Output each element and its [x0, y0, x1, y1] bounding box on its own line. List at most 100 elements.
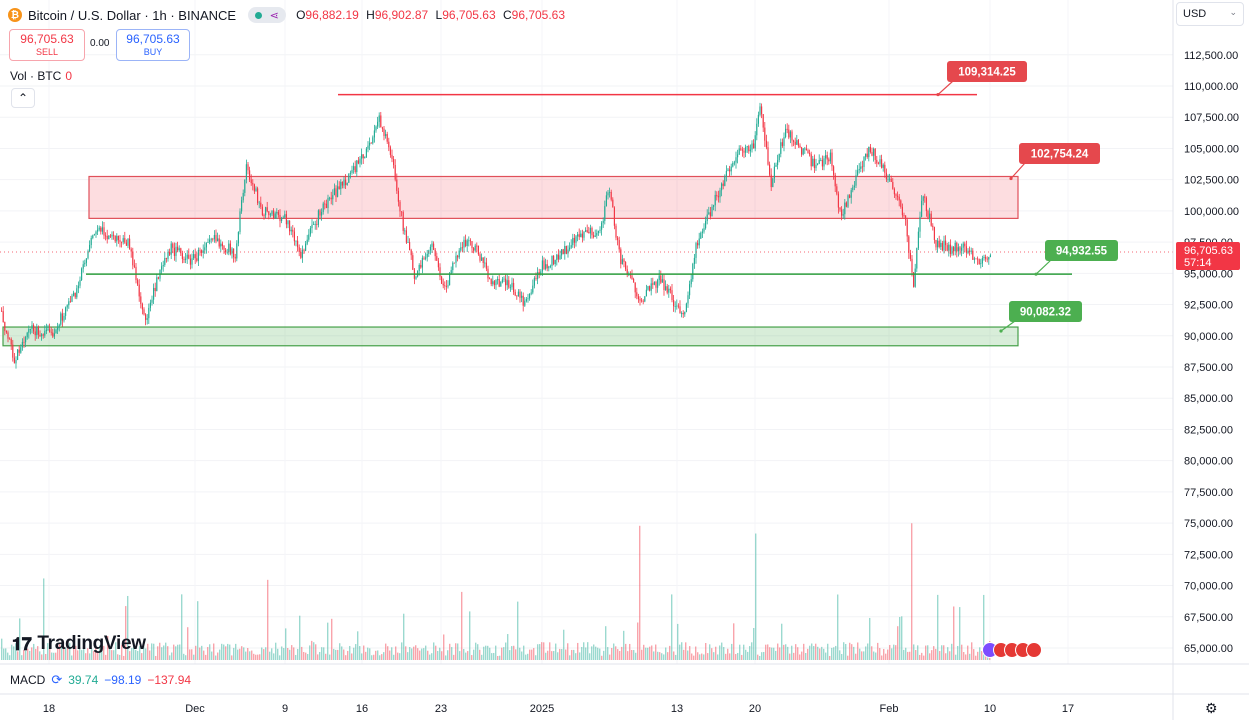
candle-body: [49, 329, 51, 332]
candle-body: [5, 330, 7, 333]
candle-body: [129, 238, 131, 250]
candle-body: [549, 266, 551, 267]
candle-body: [477, 245, 479, 255]
volume-bar: [7, 652, 9, 660]
symbol-title[interactable]: Bitcoin / U.S. Dollar · 1h · BINANCE: [28, 7, 237, 23]
candle-body: [980, 263, 982, 265]
volume-bar: [489, 647, 491, 660]
y-tick-label: 92,500.00: [1184, 300, 1233, 312]
candle-body: [119, 240, 121, 242]
candle-body: [495, 280, 497, 286]
candle-body: [669, 288, 671, 291]
candle-body: [33, 325, 35, 332]
events-icon[interactable]: [982, 642, 1042, 658]
volume-bar: [339, 643, 341, 660]
candle-body: [140, 296, 142, 304]
volume-bar: [441, 651, 443, 660]
candle-body: [212, 238, 214, 240]
volume-bar: [131, 648, 133, 660]
candle-body: [44, 331, 46, 336]
candle-body: [937, 240, 939, 248]
candle-body: [849, 195, 851, 198]
candle-body: [298, 247, 300, 252]
candle-body: [593, 235, 595, 237]
volume-bar: [569, 655, 571, 660]
candle-body: [577, 234, 579, 237]
sell-button[interactable]: 96,705.63 SELL: [9, 29, 85, 61]
candle-body: [311, 224, 313, 229]
volume-bar: [903, 649, 905, 660]
volume-bar: [849, 642, 851, 660]
candle-body: [172, 243, 174, 248]
candle-body: [932, 225, 934, 228]
candle-body: [909, 252, 911, 259]
volume-bar: [301, 646, 303, 660]
candle-body: [521, 295, 523, 298]
volume-bar: [151, 643, 153, 660]
volume-bar: [215, 655, 217, 660]
macd-legend[interactable]: MACD ⟳ 39.74 −98.19 −137.94: [10, 672, 191, 688]
candle-body: [225, 249, 227, 253]
volume-bar: [363, 645, 365, 660]
volume-bar: [411, 648, 413, 660]
candle-body: [511, 282, 513, 288]
candle-body: [367, 145, 369, 149]
candle-body: [564, 245, 566, 254]
currency-select[interactable]: USD ⌄: [1176, 2, 1244, 26]
candle-body: [122, 238, 124, 243]
volume-bar: [757, 654, 759, 660]
volume-bar: [529, 649, 531, 660]
candle-body: [660, 275, 662, 283]
candle-body: [858, 168, 860, 171]
candle-body: [13, 357, 15, 364]
volume-bar: [551, 651, 553, 660]
candle-body: [473, 248, 475, 251]
volume-bar: [651, 645, 653, 660]
candle-body: [290, 229, 292, 232]
symbol-header[interactable]: ₿ Bitcoin / U.S. Dollar · 1h · BINANCE ⋖…: [8, 6, 569, 24]
collapse-chevron-icon[interactable]: ⌃: [11, 88, 35, 108]
candle-body: [914, 268, 916, 287]
volume-bar: [85, 653, 87, 660]
volume-legend[interactable]: Vol · BTC 0: [10, 69, 72, 83]
volume-bar: [5, 648, 7, 660]
status-pill[interactable]: ⋖: [248, 7, 287, 23]
buy-button[interactable]: 96,705.63 BUY: [116, 29, 190, 61]
volume-bar: [511, 646, 513, 660]
candle-body: [978, 259, 980, 265]
candle-body: [633, 278, 635, 283]
candle-body: [977, 258, 979, 260]
volume-bar: [159, 642, 161, 660]
candle-body: [148, 307, 150, 319]
volume-bar: [177, 644, 179, 660]
candle-body: [229, 243, 231, 254]
volume-bar: [885, 653, 887, 660]
volume-bar: [21, 655, 23, 660]
volume-bar: [119, 654, 121, 660]
candle-body: [665, 286, 667, 291]
candle-body: [807, 150, 809, 154]
candle-body: [369, 142, 371, 146]
candle-body: [261, 206, 263, 216]
candle-body: [641, 300, 643, 302]
y-tick-label: 65,000.00: [1184, 643, 1233, 655]
candle-body: [445, 285, 447, 287]
y-tick-label: 85,000.00: [1184, 393, 1233, 405]
candle-body: [493, 281, 495, 286]
candle-body: [961, 247, 963, 251]
volume-bar: [167, 646, 169, 660]
candle-body: [71, 295, 73, 302]
candle-body: [781, 142, 783, 146]
volume-bar: [619, 651, 621, 660]
volume-bar: [933, 646, 935, 660]
gear-icon[interactable]: ⚙: [1205, 700, 1218, 716]
volume-bar: [387, 646, 389, 660]
candle-body: [551, 255, 553, 267]
volume-bar: [37, 646, 39, 660]
candle-body: [545, 264, 547, 269]
candle-body: [173, 247, 175, 256]
candle-body: [580, 233, 582, 238]
volume-bar: [73, 642, 75, 660]
volume-bar: [353, 647, 355, 660]
